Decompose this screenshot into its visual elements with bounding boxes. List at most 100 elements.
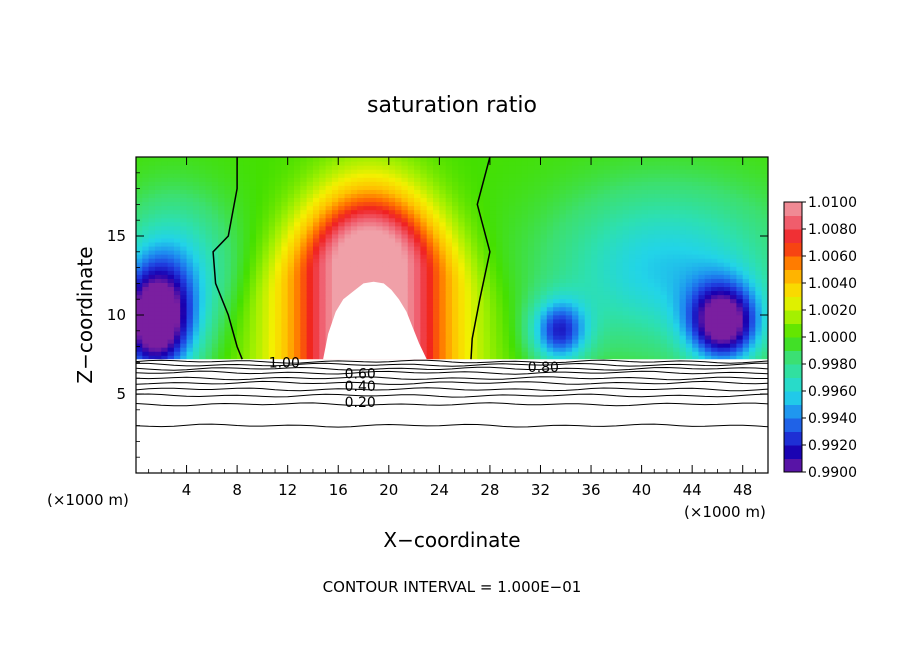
- field-cell: [445, 177, 453, 182]
- field-cell: [148, 209, 156, 215]
- field-cell: [224, 334, 232, 340]
- field-cell: [521, 157, 529, 162]
- field-cell: [591, 161, 598, 166]
- field-cell: [376, 161, 384, 166]
- field-cell: [237, 262, 245, 267]
- field-cell: [376, 181, 384, 186]
- field-cell: [281, 322, 289, 328]
- field-cell: [300, 339, 308, 344]
- field-cell: [584, 310, 592, 316]
- field-cell: [477, 310, 485, 316]
- field-cell: [445, 254, 453, 259]
- field-cell: [452, 233, 459, 239]
- field-cell: [294, 169, 301, 174]
- field-cell: [635, 254, 643, 259]
- field-cell: [363, 274, 371, 279]
- field-cell: [294, 233, 301, 239]
- field-cell: [698, 270, 706, 275]
- field-cell: [628, 334, 636, 340]
- field-cell: [249, 282, 257, 288]
- field-cell: [698, 209, 706, 215]
- field-cell: [483, 330, 491, 336]
- field-cell: [572, 270, 579, 275]
- field-cell: [622, 225, 630, 231]
- field-cell: [572, 274, 579, 279]
- field-cell: [205, 351, 213, 356]
- field-cell: [148, 334, 156, 340]
- field-cell: [470, 221, 478, 227]
- field-cell: [736, 241, 744, 247]
- field-cell: [439, 306, 447, 312]
- field-cell: [584, 197, 592, 203]
- field-cell: [161, 298, 169, 304]
- field-cell: [666, 334, 674, 340]
- field-cell: [578, 185, 586, 190]
- field-cell: [692, 298, 700, 304]
- field-cell: [761, 266, 768, 271]
- field-cell: [388, 213, 396, 219]
- field-cell: [325, 165, 333, 170]
- field-cell: [287, 286, 295, 292]
- field-cell: [742, 290, 750, 296]
- field-cell: [230, 310, 238, 316]
- field-cell: [508, 197, 516, 203]
- field-cell: [199, 221, 207, 227]
- field-cell: [597, 298, 605, 304]
- field-cell: [420, 201, 428, 207]
- field-cell: [350, 274, 358, 279]
- field-cell: [591, 205, 598, 211]
- field-cell: [584, 205, 592, 211]
- field-cell: [407, 193, 415, 199]
- field-cell: [262, 330, 270, 336]
- field-cell: [647, 274, 655, 279]
- field-cell: [527, 161, 535, 166]
- field-cell: [173, 351, 181, 356]
- field-cell: [477, 262, 485, 267]
- field-cell: [711, 245, 719, 251]
- field-cell: [136, 185, 143, 190]
- field-cell: [660, 270, 668, 275]
- field-cell: [496, 169, 504, 174]
- field-cell: [319, 173, 327, 178]
- field-cell: [470, 286, 478, 292]
- field-cell: [218, 330, 226, 336]
- field-cell: [173, 165, 181, 170]
- field-cell: [199, 294, 207, 300]
- field-cell: [692, 193, 700, 199]
- field-cell: [603, 197, 611, 203]
- field-cell: [660, 213, 668, 219]
- field-cell: [287, 221, 295, 227]
- field-cell: [319, 185, 327, 190]
- field-cell: [268, 254, 276, 259]
- field-cell: [515, 322, 523, 328]
- field-cell: [616, 169, 624, 174]
- field-cell: [477, 185, 485, 190]
- field-cell: [300, 193, 308, 199]
- field-cell: [502, 161, 510, 166]
- field-cell: [502, 343, 510, 348]
- field-cell: [401, 181, 409, 186]
- field-cell: [742, 177, 750, 182]
- field-cell: [433, 306, 440, 312]
- field-cell: [458, 310, 466, 316]
- field-cell: [281, 278, 289, 283]
- field-cell: [616, 197, 624, 203]
- field-cell: [685, 161, 693, 166]
- field-cell: [635, 165, 643, 170]
- field-cell: [161, 347, 169, 352]
- field-cell: [635, 294, 643, 300]
- field-cell: [502, 173, 510, 178]
- field-cell: [439, 161, 447, 166]
- field-cell: [711, 326, 719, 332]
- field-cell: [584, 294, 592, 300]
- field-cell: [230, 355, 238, 360]
- field-cell: [464, 241, 472, 247]
- field-cell: [426, 326, 434, 332]
- field-cell: [622, 351, 630, 356]
- field-cell: [692, 217, 700, 223]
- field-cell: [325, 233, 333, 239]
- field-cell: [496, 351, 504, 356]
- field-cell: [477, 258, 485, 263]
- field-cell: [673, 169, 681, 174]
- field-cell: [698, 213, 706, 219]
